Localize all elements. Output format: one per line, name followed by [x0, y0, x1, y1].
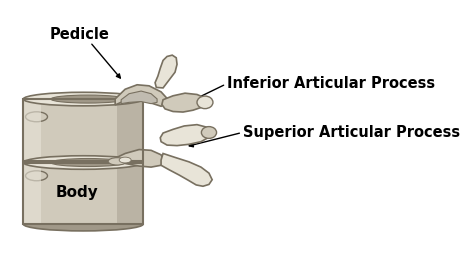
Ellipse shape	[23, 156, 143, 169]
Polygon shape	[23, 99, 143, 161]
Polygon shape	[115, 149, 164, 167]
Text: Body: Body	[56, 185, 99, 200]
Ellipse shape	[119, 157, 131, 163]
Text: Body: Body	[56, 126, 99, 141]
Polygon shape	[115, 85, 167, 106]
Ellipse shape	[108, 158, 126, 165]
Polygon shape	[160, 125, 211, 145]
Polygon shape	[161, 153, 212, 186]
Ellipse shape	[51, 95, 125, 103]
Polygon shape	[23, 99, 41, 161]
Text: Superior Articular Process: Superior Articular Process	[243, 125, 460, 140]
Ellipse shape	[197, 96, 213, 109]
Ellipse shape	[26, 112, 47, 122]
Polygon shape	[23, 162, 143, 224]
Ellipse shape	[201, 127, 217, 138]
Ellipse shape	[23, 217, 143, 231]
Polygon shape	[121, 91, 157, 104]
Polygon shape	[23, 162, 41, 224]
Ellipse shape	[26, 171, 47, 181]
Text: Inferior Articular Process: Inferior Articular Process	[227, 77, 435, 91]
Polygon shape	[117, 99, 143, 161]
Polygon shape	[162, 93, 207, 112]
Ellipse shape	[23, 92, 143, 106]
Ellipse shape	[23, 154, 143, 167]
Text: Pedicle: Pedicle	[49, 27, 109, 42]
Ellipse shape	[51, 158, 125, 166]
Polygon shape	[155, 55, 177, 88]
Polygon shape	[117, 162, 143, 224]
